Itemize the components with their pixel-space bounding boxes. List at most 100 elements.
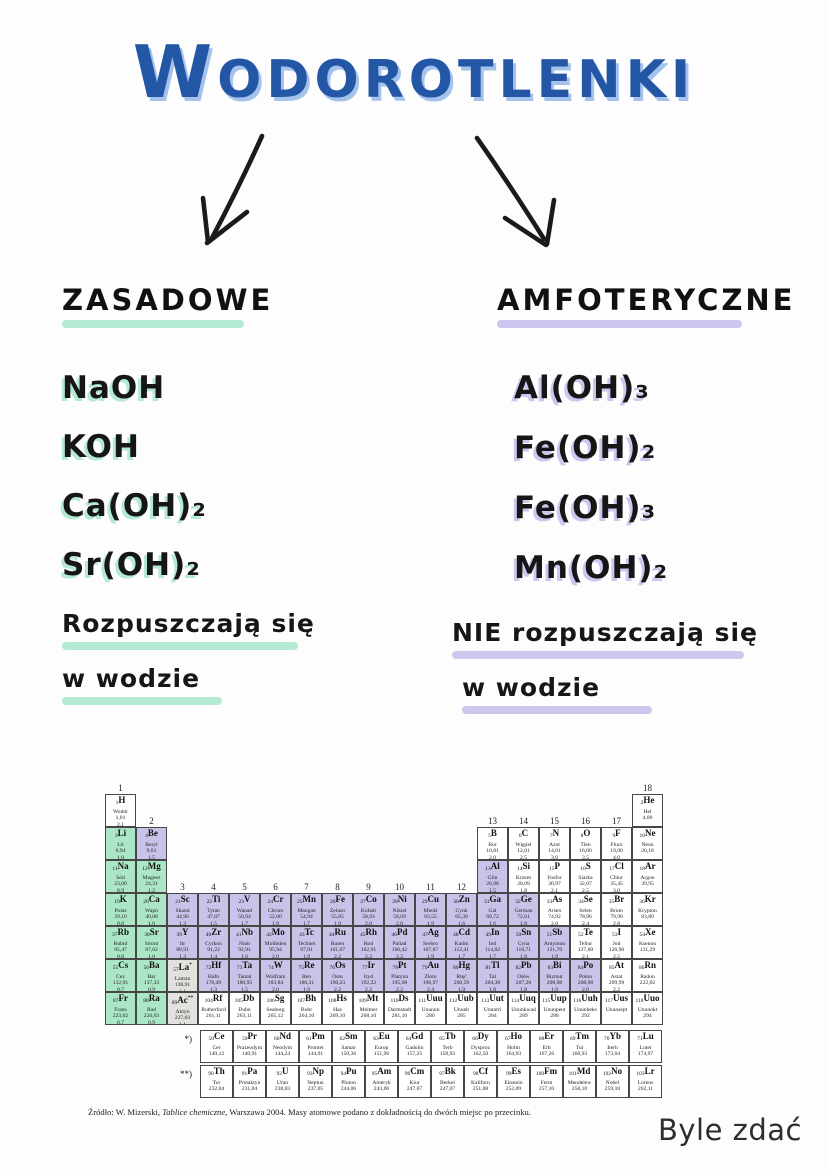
element-cell-At: 85At Astat 209,99 2,2 bbox=[601, 959, 632, 992]
element-cell-Kr: 36Kr Krypton 83,80 bbox=[632, 893, 663, 926]
element-cell-Xe: 54Xe Ksenon 131,29 bbox=[632, 926, 663, 959]
formula-fe-oh-2: Fe(OH)₂ bbox=[514, 430, 657, 466]
element-cell-Lr: 103Lr Lorens 262,11 bbox=[629, 1065, 662, 1098]
amphoteric-formula-list: Al(OH)₃ Fe(OH)₂ Fe(OH)₃ Mn(OH)₂ bbox=[452, 370, 782, 586]
right-arrowhead-stroke-1 bbox=[544, 197, 557, 247]
amphoteric-note-line2: w wodzie bbox=[462, 673, 601, 702]
element-cell-Pd: 46Pd Pallad 106,42 2,2 bbox=[384, 926, 415, 959]
element-cell-Sr: 38Sr Stront 87,62 1,0 bbox=[136, 926, 167, 959]
element-cell-Co: 27Co Kobalt 58,93 2,0 bbox=[353, 893, 384, 926]
element-cell-Ni: 28Ni Nikiel 58,69 2,0 bbox=[384, 893, 415, 926]
element-cell-Cm: 96Cm Kiur 247,07 bbox=[398, 1065, 431, 1098]
element-cell-Ti: 22Ti Tytan 47,87 1,5 bbox=[198, 893, 229, 926]
element-cell-Sc: 21Sc Skand 44,96 1,3 bbox=[167, 893, 198, 926]
element-cell-Ge: 32Ge German 72,61 1,8 bbox=[508, 893, 539, 926]
element-cell-Fr: 87Fr Frans 223,02 0,7 bbox=[105, 992, 136, 1025]
element-cell-Rh: 45Rh Rod 102,91 2,2 bbox=[353, 926, 384, 959]
basic-note-underline2 bbox=[62, 697, 222, 705]
element-cell-Cs: 55Cs Cez 132,91 0,7 bbox=[105, 959, 136, 992]
element-cell-Tm: 69Tm Tul 168,93 bbox=[563, 1030, 596, 1063]
element-cell-W: 74W Wolfram 183,84 2,0 bbox=[260, 959, 291, 992]
element-cell-Rb: 37Rb Rubid 85,47 0,8 bbox=[105, 926, 136, 959]
element-cell-Uuo: 118Uuo Ununokt 294 bbox=[632, 992, 663, 1025]
element-cell-Np: 93Np Neptun 237,05 bbox=[299, 1065, 332, 1098]
element-cell-Ba: 56Ba Bar 137,33 0,9 bbox=[136, 959, 167, 992]
page-title: WODOROTLENKI bbox=[132, 30, 696, 114]
group-label-15: 15 bbox=[550, 816, 559, 826]
element-cell-Tl: 81Tl Tal 204,38 1,8 bbox=[477, 959, 508, 992]
lanthanide-marker: *) bbox=[184, 1034, 193, 1044]
element-cell-Se: 34Se Selen 78,96 2,4 bbox=[570, 893, 601, 926]
element-cell-N: 7N Azot 14,01 3,0 bbox=[539, 827, 570, 860]
element-cell-F: 9F Fluor 19,00 4,0 bbox=[601, 827, 632, 860]
element-cell-B: 5B Bor 10,81 2,0 bbox=[477, 827, 508, 860]
element-cell-Al: 13Al Glin 26,98 1,5 bbox=[477, 860, 508, 893]
element-cell-Ag: 47Ag Srebro 107,87 1,9 bbox=[415, 926, 446, 959]
group-label-9: 9 bbox=[366, 882, 371, 892]
element-cell-Uut: 113Uut Ununtri 284 bbox=[477, 992, 508, 1025]
element-cell-Mo: 42Mo Molibden 95,94 2,0 bbox=[260, 926, 291, 959]
amphoteric-note-underline1 bbox=[452, 651, 744, 659]
element-cell-Uuh: 116Uuh Ununheks 292 bbox=[570, 992, 601, 1025]
group-label-2: 2 bbox=[149, 816, 154, 826]
element-cell-Ac: 89Ac** Aktyn 227,03 1,1 bbox=[167, 992, 198, 1025]
element-cell-Md: 101Md Mendelew 258,10 bbox=[563, 1065, 596, 1098]
element-cell-Hf: 72Hf Hafn 178,49 1,3 bbox=[198, 959, 229, 992]
periodic-table-grid: 1 18 2 13 14 15 16 17 3 4 5 6 7 8 9 10 11 12 1H Wodór 1,01 2,… bbox=[105, 781, 686, 1025]
element-cell-Ar: 18Ar Argon 39,95 bbox=[632, 860, 663, 893]
basic-note-line2: w wodzie bbox=[62, 664, 201, 693]
element-cell-Pu: 94Pu Pluton 244,06 bbox=[332, 1065, 365, 1098]
element-cell-Pb: 82Pb Ołów 207,20 1,8 bbox=[508, 959, 539, 992]
element-cell-Uup: 115Uup Ununpent 288 bbox=[539, 992, 570, 1025]
element-cell-Yb: 70Yb Iterb 173,04 bbox=[596, 1030, 629, 1063]
element-cell-Pr: 59Pr Prazeodym 140,91 bbox=[233, 1030, 266, 1063]
element-cell-Zr: 40Zr Cyrkon 91,22 1,4 bbox=[198, 926, 229, 959]
element-cell-Uuu: 111Uuu Ununun 280 bbox=[415, 992, 446, 1025]
element-cell-Dy: 66Dy Dysproz 162,50 bbox=[464, 1030, 497, 1063]
element-cell-C: 6C Węgiel 12,01 2,5 bbox=[508, 827, 539, 860]
formula-naoh: NaOH bbox=[62, 370, 166, 406]
element-cell-Ds: 110Ds Darmstadt 281,10 bbox=[384, 992, 415, 1025]
element-cell-P: 15P Fosfor 30,97 2,1 bbox=[539, 860, 570, 893]
element-cell-K: 19K Potas 39,10 0,8 bbox=[105, 893, 136, 926]
group-label-14: 14 bbox=[519, 816, 528, 826]
left-arrowhead-stroke-2 bbox=[204, 209, 250, 246]
element-cell-Sm: 62Sm Samar 150,36 bbox=[332, 1030, 365, 1063]
formula-fe-oh-3: Fe(OH)₃ bbox=[514, 490, 657, 526]
element-cell-Uus: 117Uus Ununsept bbox=[601, 992, 632, 1025]
element-cell-In: 49In Ind 114,82 1,7 bbox=[477, 926, 508, 959]
left-arrowhead-stroke-1 bbox=[200, 195, 211, 245]
actinide-row: **) 90Th Tor 232,04 91Pa Protaktyn 231,04 92U U… bbox=[86, 1065, 686, 1098]
element-cell-I: 53I Jod 126,90 2,5 bbox=[601, 926, 632, 959]
amphoteric-note-line1: NIE rozpuszczają się bbox=[452, 618, 758, 647]
formula-sr-oh-2: Sr(OH)₂ bbox=[62, 547, 201, 583]
element-cell-Nb: 41Nb Niob 92,91 1,6 bbox=[229, 926, 260, 959]
group-label-18: 18 bbox=[643, 783, 652, 793]
element-cell-Ru: 44Ru Ruten 101,07 2,2 bbox=[322, 926, 353, 959]
basic-formula-list: NaOH KOH Ca(OH)₂ Sr(OH)₂ bbox=[62, 370, 392, 583]
element-cell-S: 16S Siarka 32,07 2,5 bbox=[570, 860, 601, 893]
element-cell-Te: 52Te Tellur 127,60 2,1 bbox=[570, 926, 601, 959]
element-cell-O: 8O Tlen 16,00 3,5 bbox=[570, 827, 601, 860]
amphoteric-hydroxides-section: AMFOTERYCZNE Al(OH)₃ Fe(OH)₂ Fe(OH)₃ Mn(… bbox=[452, 283, 792, 728]
source-prefix: Źródło: W. Mizerski, bbox=[88, 1107, 163, 1117]
element-cell-Pt: 78Pt Platyna 195,08 2,2 bbox=[384, 959, 415, 992]
group-label-8: 8 bbox=[335, 882, 340, 892]
element-cell-Pm: 61Pm Promet 144,91 bbox=[299, 1030, 332, 1063]
element-cell-Rf: 104Rf Rutherford 261,11 bbox=[198, 992, 229, 1025]
element-cell-Am: 95Am Ameryk 243,06 bbox=[365, 1065, 398, 1098]
element-cell-U: 92U Uran 238,03 bbox=[266, 1065, 299, 1098]
formula-ca-oh-2: Ca(OH)₂ bbox=[62, 488, 207, 524]
right-arrow-shaft bbox=[474, 135, 547, 242]
element-cell-Es: 99Es Einstein 252,09 bbox=[497, 1065, 530, 1098]
element-cell-Cl: 17Cl Chlor 35,45 3,0 bbox=[601, 860, 632, 893]
group-label-3: 3 bbox=[180, 882, 185, 892]
element-cell-Nd: 60Nd Neodym 144,24 bbox=[266, 1030, 299, 1063]
group-label-12: 12 bbox=[457, 882, 466, 892]
element-cell-Gd: 64Gd Gadolin 157,25 bbox=[398, 1030, 431, 1063]
element-cell-Br: 35Br Brom 79,90 2,8 bbox=[601, 893, 632, 926]
element-cell-Li: 3Li Lit 6,94 1,0 bbox=[105, 827, 136, 860]
left-arrow-shaft bbox=[209, 133, 265, 241]
source-suffix: , Warszawa 2004. Masy atomowe podano z d… bbox=[225, 1107, 531, 1117]
element-cell-Lu: 71Lu Lutet 174,97 bbox=[629, 1030, 662, 1063]
